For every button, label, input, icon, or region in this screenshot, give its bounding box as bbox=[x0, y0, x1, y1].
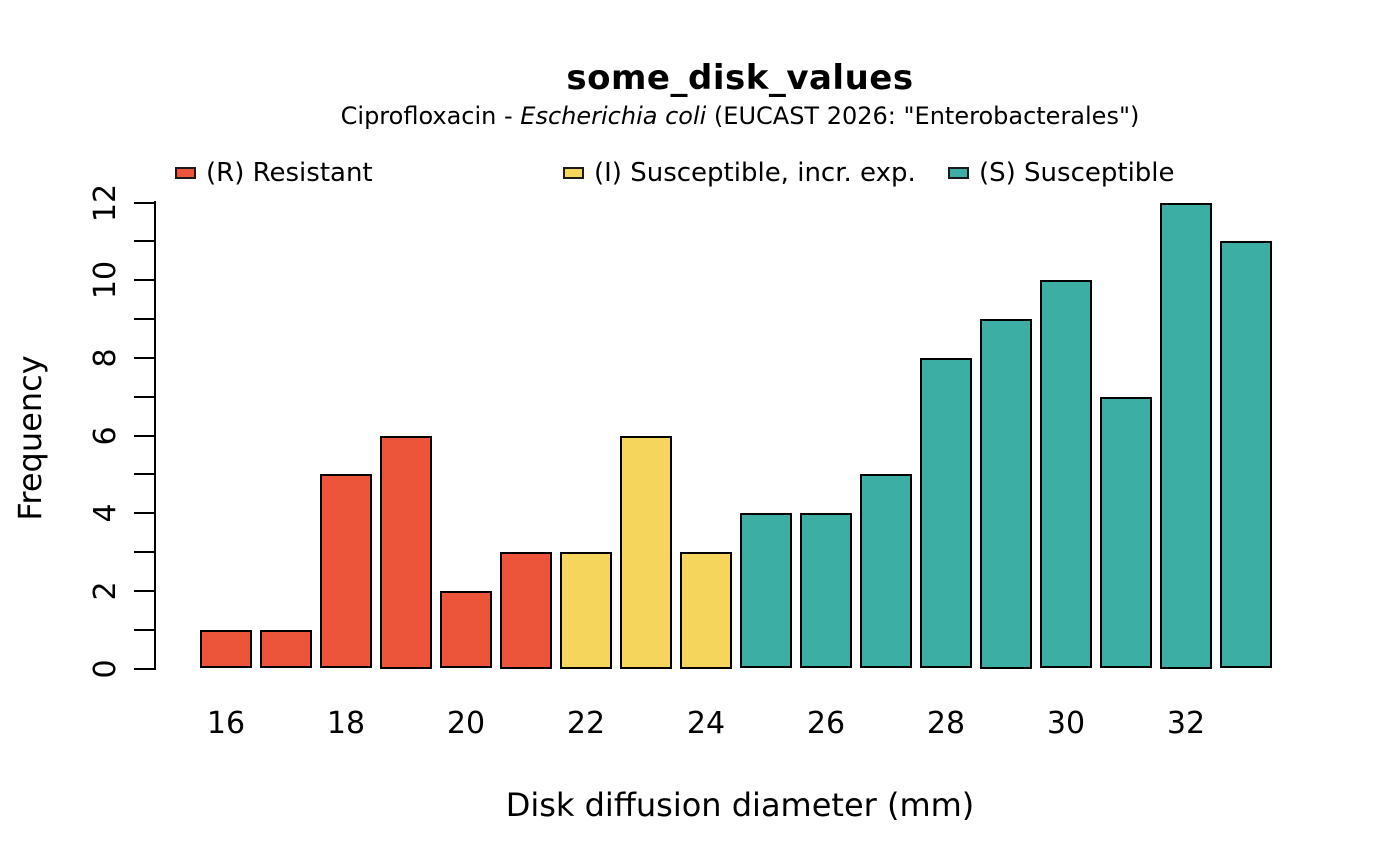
y-tick bbox=[134, 318, 154, 320]
legend-item-susceptible: (S) Susceptible bbox=[948, 158, 1175, 188]
legend-item-susceptible-incr-exp: (I) Susceptible, incr. exp. bbox=[563, 158, 916, 188]
bar bbox=[1100, 396, 1152, 669]
bar bbox=[980, 319, 1032, 669]
bar bbox=[740, 513, 792, 669]
y-tick bbox=[134, 279, 154, 282]
x-tick-label: 16 bbox=[206, 706, 246, 741]
bar bbox=[620, 435, 672, 669]
y-tick-label: 2 bbox=[88, 581, 123, 601]
y-axis-title: Frequency bbox=[11, 355, 49, 521]
x-tick-label: 32 bbox=[1166, 706, 1206, 741]
bar bbox=[440, 590, 492, 669]
y-tick-label: 6 bbox=[88, 425, 123, 446]
y-tick-label: 8 bbox=[88, 348, 123, 368]
x-tick-label: 22 bbox=[566, 706, 606, 741]
bar bbox=[260, 629, 312, 669]
bar bbox=[200, 629, 252, 669]
y-tick bbox=[134, 512, 154, 515]
bar bbox=[1220, 241, 1272, 669]
bar bbox=[1160, 202, 1212, 669]
subtitle-organism-italic: Escherichia coli bbox=[520, 102, 707, 130]
subtitle-suffix: (EUCAST 2026: "Enterobacterales") bbox=[706, 102, 1140, 130]
y-tick bbox=[134, 589, 154, 592]
y-tick-label: 10 bbox=[88, 261, 123, 300]
bar bbox=[800, 513, 852, 669]
bar bbox=[920, 357, 972, 669]
chart-subtitle: Ciprofloxacin - Escherichia coli (EUCAST… bbox=[80, 102, 1400, 130]
bar bbox=[500, 552, 552, 669]
x-axis-title: Disk diffusion diameter (mm) bbox=[505, 786, 975, 824]
y-tick bbox=[134, 628, 154, 631]
legend-item-resistant: (R) Resistant bbox=[175, 158, 373, 188]
subtitle-prefix: Ciprofloxacin - bbox=[340, 102, 521, 130]
y-tick bbox=[134, 395, 154, 398]
bar bbox=[320, 474, 372, 669]
y-tick bbox=[134, 551, 154, 553]
bar bbox=[380, 435, 432, 669]
x-tick-label: 20 bbox=[446, 706, 486, 741]
x-tick-label: 18 bbox=[326, 706, 366, 741]
legend-label-resistant: (R) Resistant bbox=[206, 158, 373, 188]
bar bbox=[560, 552, 612, 669]
y-tick bbox=[134, 201, 154, 204]
x-tick-label: 24 bbox=[686, 706, 726, 741]
y-tick-label: 4 bbox=[88, 503, 123, 523]
bar bbox=[1040, 280, 1092, 669]
y-tick-label: 0 bbox=[88, 658, 123, 679]
y-tick bbox=[134, 667, 154, 670]
legend-label-susceptible-incr-exp: (I) Susceptible, incr. exp. bbox=[594, 158, 916, 188]
chart-title: some_disk_values bbox=[566, 58, 914, 98]
legend-label-susceptible: (S) Susceptible bbox=[979, 158, 1175, 188]
y-tick bbox=[134, 473, 154, 476]
legend-swatch-susceptible bbox=[948, 167, 969, 179]
bar bbox=[860, 474, 912, 669]
legend-swatch-resistant bbox=[175, 167, 196, 179]
x-tick-label: 30 bbox=[1046, 706, 1086, 741]
y-tick bbox=[134, 356, 154, 359]
y-axis-line bbox=[154, 201, 156, 670]
y-tick-label: 12 bbox=[88, 183, 123, 222]
x-tick-label: 26 bbox=[806, 706, 846, 741]
y-tick bbox=[134, 434, 154, 437]
legend-swatch-susceptible-incr-exp bbox=[563, 167, 584, 179]
x-tick-label: 28 bbox=[926, 706, 966, 741]
bar bbox=[680, 552, 732, 669]
y-tick bbox=[134, 240, 154, 243]
